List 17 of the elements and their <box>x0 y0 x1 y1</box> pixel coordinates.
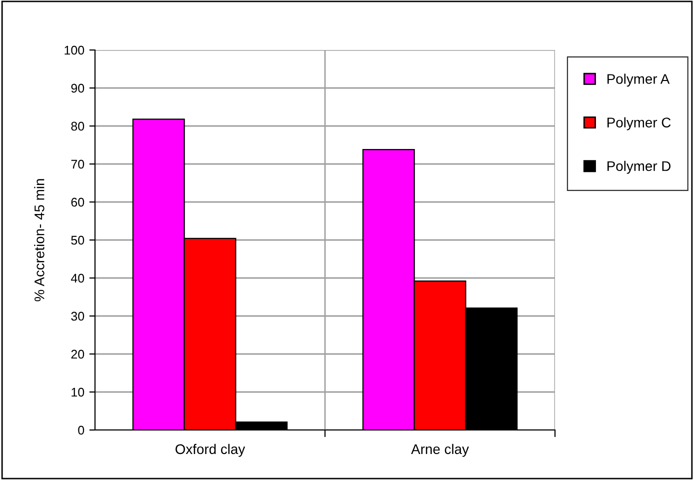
legend-label: Polymer C <box>607 117 671 130</box>
y-tick-label: 30 <box>71 312 84 321</box>
y-tick-label: 50 <box>71 236 84 245</box>
x-tick-label: Arne clay <box>411 444 469 457</box>
y-tick-label: 90 <box>71 84 84 93</box>
y-tick-label: 70 <box>71 160 84 169</box>
y-tick-label: 60 <box>71 198 84 207</box>
y-tick-label: 20 <box>71 350 84 359</box>
legend-label: Polymer D <box>607 160 671 174</box>
y-tick-label: 0 <box>78 426 84 435</box>
legend-label: Polymer A <box>607 74 670 87</box>
y-axis-title: % Accretion- 45 min <box>34 179 44 302</box>
y-tick-label: 40 <box>70 274 84 283</box>
y-tick-label: 80 <box>71 122 84 131</box>
x-tick-label: Oxford clay <box>176 444 246 457</box>
y-tick-label: 10 <box>72 388 84 397</box>
y-tick-label: 100 <box>64 46 84 55</box>
